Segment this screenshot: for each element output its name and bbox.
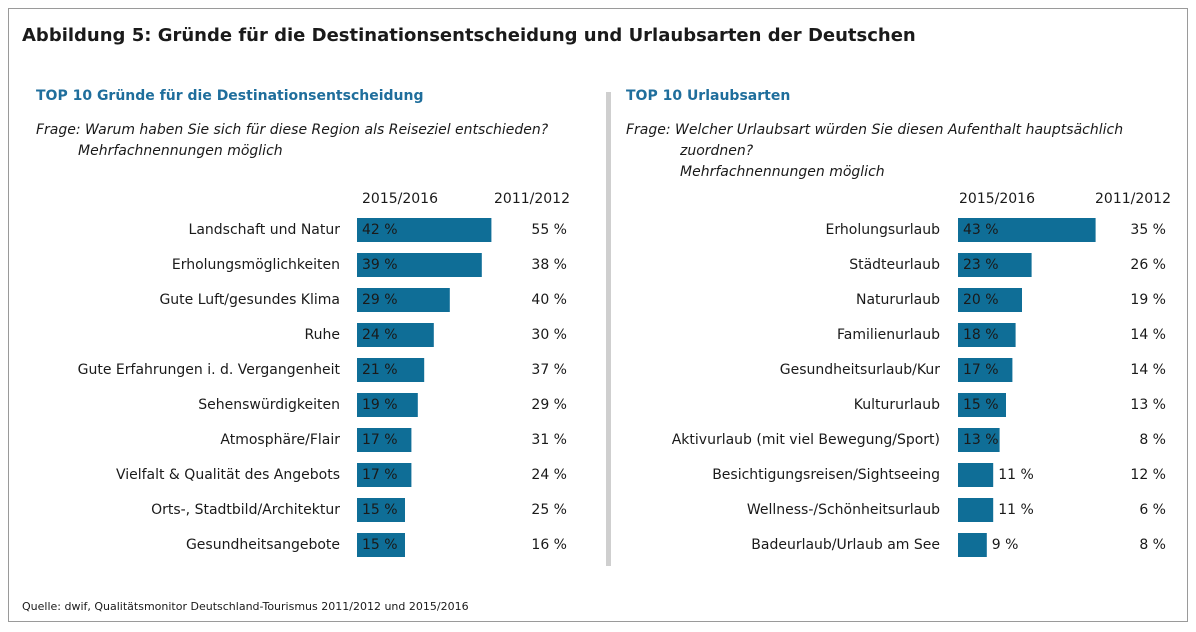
- bar: [357, 393, 418, 417]
- previous-value: 13 %: [1130, 397, 1166, 413]
- question: Mehrfachnennungen möglich: [680, 164, 885, 180]
- bar: [357, 533, 405, 557]
- value-label: 29 %: [362, 292, 398, 308]
- bar: [958, 253, 1032, 277]
- category-label: Badeurlaub/Urlaub am See: [751, 537, 940, 553]
- question: Frage: Warum haben Sie sich für diese Re…: [36, 122, 549, 138]
- previous-value: 12 %: [1130, 467, 1166, 483]
- category-label: Atmosphäre/Flair: [220, 432, 340, 448]
- bar: [357, 323, 434, 347]
- value-label: 13 %: [963, 432, 999, 448]
- bar: [958, 218, 1096, 242]
- value-label: 9 %: [992, 537, 1019, 553]
- bar: [958, 323, 1016, 347]
- value-label: 15 %: [362, 502, 398, 518]
- previous-value: 14 %: [1130, 327, 1166, 343]
- previous-value: 40 %: [531, 292, 567, 308]
- bar: [958, 463, 994, 487]
- value-label: 42 %: [362, 222, 398, 238]
- source: Quelle: dwif, Qualitätsmonitor Deutschla…: [22, 600, 469, 613]
- value-label: 17 %: [362, 467, 398, 483]
- value-label: 11 %: [998, 467, 1034, 483]
- category-label: Landschaft und Natur: [189, 222, 341, 238]
- bar: [958, 533, 987, 557]
- value-label: 19 %: [362, 397, 398, 413]
- category-label: Gesundheitsurlaub/Kur: [780, 362, 940, 378]
- chart-title: TOP 10 Gründe für die Destinationsentsch…: [36, 88, 423, 104]
- category-label: Gesundheitsangebote: [186, 537, 340, 553]
- value-label: 17 %: [963, 362, 999, 378]
- frame: [8, 8, 1188, 622]
- bar: [357, 253, 482, 277]
- previous-value: 19 %: [1130, 292, 1166, 308]
- value-label: 23 %: [963, 257, 999, 273]
- category-label: Erholungsmöglichkeiten: [172, 257, 340, 273]
- category-label: Familienurlaub: [837, 327, 940, 343]
- question: zuordnen?: [679, 143, 754, 159]
- value-label: 21 %: [362, 362, 398, 378]
- category-label: Gute Erfahrungen i. d. Vergangenheit: [78, 362, 341, 378]
- chart-title: TOP 10 Urlaubsarten: [626, 88, 790, 104]
- bar: [958, 288, 1022, 312]
- category-label: Erholungsurlaub: [826, 222, 941, 238]
- figure-title: Abbildung 5: Gründe für die Destinations…: [22, 25, 916, 46]
- bar: [958, 393, 1006, 417]
- previous-value: 8 %: [1139, 537, 1166, 553]
- value-label: 15 %: [362, 537, 398, 553]
- category-label: Sehenswürdigkeiten: [198, 397, 340, 413]
- bar: [357, 463, 412, 487]
- previous-value: 30 %: [531, 327, 567, 343]
- previous-value: 14 %: [1130, 362, 1166, 378]
- question: Mehrfachnennungen möglich: [78, 143, 283, 159]
- previous-value: 6 %: [1139, 502, 1166, 518]
- previous-value: 26 %: [1130, 257, 1166, 273]
- category-label: Natururlaub: [856, 292, 940, 308]
- category-label: Vielfalt & Qualität des Angebots: [116, 467, 340, 483]
- previous-value: 38 %: [531, 257, 567, 273]
- category-label: Städteurlaub: [849, 257, 940, 273]
- value-label: 24 %: [362, 327, 398, 343]
- divider: [606, 92, 611, 566]
- bar: [357, 218, 492, 242]
- previous-value: 55 %: [531, 222, 567, 238]
- category-label: Wellness-/Schönheitsurlaub: [747, 502, 940, 518]
- bar: [357, 288, 450, 312]
- bar: [958, 358, 1013, 382]
- previous-value: 25 %: [531, 502, 567, 518]
- value-label: 11 %: [998, 502, 1034, 518]
- previous-value: 35 %: [1130, 222, 1166, 238]
- column-header: 2011/2012: [1095, 191, 1171, 207]
- value-label: 20 %: [963, 292, 999, 308]
- previous-value: 37 %: [531, 362, 567, 378]
- bar: [357, 358, 425, 382]
- previous-value: 24 %: [531, 467, 567, 483]
- category-label: Aktivurlaub (mit viel Bewegung/Sport): [672, 432, 940, 448]
- bar: [958, 428, 1000, 452]
- category-label: Kultururlaub: [854, 397, 940, 413]
- previous-value: 29 %: [531, 397, 567, 413]
- category-label: Gute Luft/gesundes Klima: [159, 292, 340, 308]
- previous-value: 8 %: [1139, 432, 1166, 448]
- previous-value: 16 %: [531, 537, 567, 553]
- bar: [357, 428, 412, 452]
- column-header: 2015/2016: [362, 191, 438, 207]
- category-label: Orts-, Stadtbild/Architektur: [151, 502, 340, 518]
- column-header: 2015/2016: [959, 191, 1035, 207]
- value-label: 17 %: [362, 432, 398, 448]
- value-label: 15 %: [963, 397, 999, 413]
- value-label: 43 %: [963, 222, 999, 238]
- value-label: 18 %: [963, 327, 999, 343]
- question: Frage: Welcher Urlaubsart würden Sie die…: [626, 122, 1123, 138]
- bar: [958, 498, 994, 522]
- bar: [357, 498, 405, 522]
- previous-value: 31 %: [531, 432, 567, 448]
- category-label: Ruhe: [305, 327, 340, 343]
- category-label: Besichtigungsreisen/Sightseeing: [712, 467, 940, 483]
- column-header: 2011/2012: [494, 191, 570, 207]
- value-label: 39 %: [362, 257, 398, 273]
